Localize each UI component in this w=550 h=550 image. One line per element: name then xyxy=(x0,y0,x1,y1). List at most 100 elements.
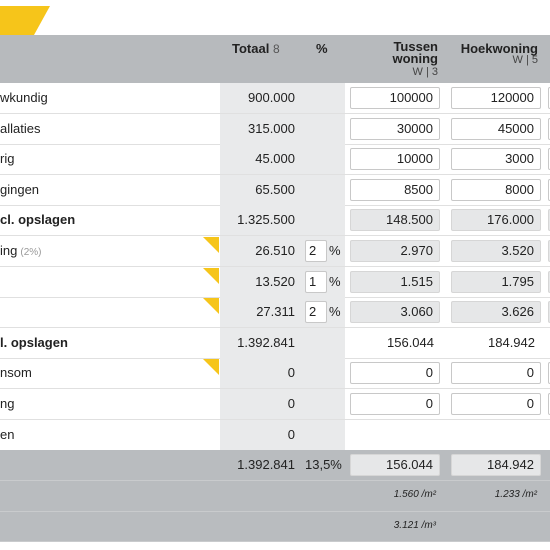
total-column-bg xyxy=(220,174,345,205)
percent-input[interactable]: 1 xyxy=(305,270,327,293)
percent-unit: % xyxy=(329,243,341,258)
column-sub: W | 3 xyxy=(412,66,438,78)
cell-total: 3.060 xyxy=(350,301,440,324)
percent-input[interactable]: 2 xyxy=(305,240,327,262)
next-column-edge xyxy=(548,362,550,385)
total-value: 27.311 xyxy=(256,304,295,320)
table-row: ing (2%) 26.510 2% 2.970 3.520 xyxy=(0,236,550,267)
table-row: allaties 315.000 30000 45000 xyxy=(0,113,550,145)
cell-total: 1.795 xyxy=(451,270,541,293)
table-row: gingen 65.500 8500 8000 xyxy=(0,174,550,206)
total-count: 8 xyxy=(272,42,280,56)
total-value: 0 xyxy=(287,426,295,442)
comment-marker[interactable] xyxy=(202,236,220,254)
row-label: gingen xyxy=(0,181,40,197)
comment-marker[interactable] xyxy=(202,358,220,376)
total-column-bg xyxy=(220,358,345,389)
footer-per-unit: 1.233 /m² xyxy=(494,489,537,500)
total-value: 315.000 xyxy=(248,120,295,136)
total-column-bg xyxy=(220,327,345,358)
table-row: ng 0 0 0 xyxy=(0,389,550,420)
total-column-bg xyxy=(220,113,345,144)
cell-total: 3.626 xyxy=(451,301,541,324)
row-label: en xyxy=(0,426,15,442)
total-column-bg xyxy=(220,205,345,236)
percent-input[interactable]: 2 xyxy=(305,301,327,324)
comment-marker[interactable] xyxy=(202,297,220,315)
row-note: (2%) xyxy=(20,247,42,258)
table-row: 13.520 1% 1.515 1.795 xyxy=(0,266,550,298)
logo-tab xyxy=(0,6,50,35)
footer-total: 1.392.841 xyxy=(237,457,295,472)
total-value: 26.510 xyxy=(255,243,295,258)
next-column-edge xyxy=(548,240,550,262)
table-row: en 0 xyxy=(0,419,550,451)
column-title: Tussen woning xyxy=(392,39,439,66)
total-value: 0 xyxy=(287,396,295,411)
comment-marker[interactable] xyxy=(202,267,220,285)
column-title: Hoekwoning xyxy=(460,41,538,56)
total-column-bg xyxy=(220,83,345,113)
cell-total: 148.500 xyxy=(350,209,440,232)
row-label: allaties xyxy=(0,120,41,136)
table-row: rig 45.000 10000 3000 xyxy=(0,144,550,176)
next-column-edge xyxy=(548,270,550,293)
cell-input[interactable]: 8000 xyxy=(451,178,541,201)
row-label: rig xyxy=(0,151,15,167)
table-row: nsom 0 0 0 xyxy=(0,358,550,390)
table-row: cl. opslagen 1.325.500 148.500 176.000 xyxy=(0,205,550,237)
total-value: 1.325.500 xyxy=(237,212,295,228)
footer-value: 184.942 xyxy=(451,454,541,476)
row-label: ing (2%) xyxy=(0,243,42,258)
footer-value: 156.044 xyxy=(350,454,440,476)
total-value: 13.520 xyxy=(255,273,295,289)
footer-per-unit: 3.121 /m³ xyxy=(393,520,436,531)
cell-input[interactable]: 0 xyxy=(350,362,440,385)
total-column-bg xyxy=(220,419,345,450)
total-value: 0 xyxy=(287,365,295,381)
total-value: 65.500 xyxy=(255,181,295,197)
next-column-edge xyxy=(548,393,550,415)
row-label: cl. opslagen xyxy=(0,212,76,228)
percent-title: % xyxy=(316,41,328,56)
row-label: nsom xyxy=(0,365,32,381)
cell-input[interactable]: 45000 xyxy=(451,117,541,140)
total-value: 45.000 xyxy=(255,151,295,167)
cell-total: 176.000 xyxy=(451,209,541,232)
total-title: Totaal xyxy=(232,41,270,56)
table-row: 27.311 2% 3.060 3.626 xyxy=(0,297,550,329)
cell-total: 3.520 xyxy=(451,240,541,262)
total-value: 1.392.841 xyxy=(237,334,295,350)
next-column-edge xyxy=(548,209,550,232)
footer-row: 1.392.841 13,5% 156.044 184.942 xyxy=(0,450,550,481)
cell-input[interactable]: 10000 xyxy=(350,148,440,171)
total-column-bg xyxy=(220,144,345,175)
cell-input[interactable]: 30000 xyxy=(350,117,440,140)
percent-unit: % xyxy=(329,273,341,289)
table-row: l. opslagen 1.392.841 156.044 184.942 xyxy=(0,327,550,359)
column-sub: W | 5 xyxy=(512,54,538,66)
total-header: Totaal 8 xyxy=(232,41,280,56)
cell-input[interactable]: 3000 xyxy=(451,148,541,171)
percent-unit: % xyxy=(329,304,341,320)
next-column-edge xyxy=(548,117,550,140)
footer-percent: 13,5% xyxy=(305,457,342,472)
cell-value: 156.044 xyxy=(387,334,434,350)
cell-input[interactable]: 120000 xyxy=(451,87,541,109)
cell-input[interactable]: 0 xyxy=(451,362,541,385)
cell-total: 2.970 xyxy=(350,240,440,262)
cell-input[interactable]: 8500 xyxy=(350,178,440,201)
table-row: wkundig 900.000 100000 120000 xyxy=(0,83,550,114)
next-column-edge xyxy=(548,301,550,324)
cell-input[interactable]: 0 xyxy=(451,393,541,415)
cell-input[interactable]: 0 xyxy=(350,393,440,415)
row-label: wkundig xyxy=(0,90,48,105)
next-column-edge xyxy=(548,148,550,171)
row-label: l. opslagen xyxy=(0,334,68,350)
next-column-edge xyxy=(548,87,550,109)
cell-value: 184.942 xyxy=(488,334,535,350)
cell-total: 1.515 xyxy=(350,270,440,293)
footer-row: 1.560 /m² 1.233 /m² xyxy=(0,481,550,512)
cell-input[interactable]: 100000 xyxy=(350,87,440,109)
